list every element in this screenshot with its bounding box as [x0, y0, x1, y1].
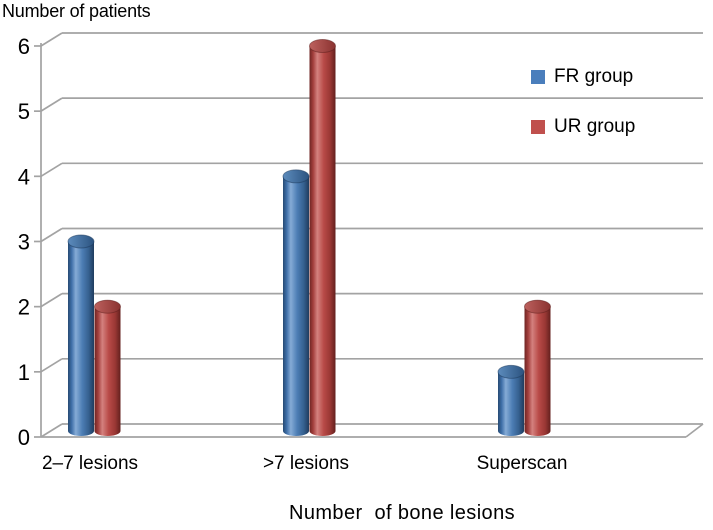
- bar-red: [309, 39, 336, 436]
- gridline: [40, 358, 63, 373]
- legend-item-ur: UR group: [531, 116, 635, 138]
- fr-group-swatch-icon: [531, 70, 545, 84]
- gridline: [40, 292, 63, 308]
- bar-blue: [67, 234, 95, 436]
- bar-blue: [282, 169, 310, 436]
- gridline: [40, 423, 63, 438]
- bar-red: [524, 299, 551, 436]
- x-category-label: Superscan: [476, 453, 568, 474]
- y-tick-label: 2: [18, 295, 30, 320]
- legend-label-ur: UR group: [554, 116, 636, 137]
- y-axis-title: Number of patients: [2, 1, 151, 21]
- ur-group-swatch-icon: [531, 120, 545, 134]
- x-category-label: >7 lesions: [262, 453, 350, 474]
- y-tick-label: 0: [18, 425, 30, 450]
- legend-item-fr: FR group: [531, 66, 633, 88]
- gridline: [40, 32, 63, 47]
- legend-label-fr: FR group: [554, 66, 634, 87]
- gridline: [40, 227, 63, 243]
- bar-red: [94, 299, 121, 436]
- gridline: [40, 97, 63, 112]
- y-tick-label: 5: [18, 99, 30, 124]
- gridline: [40, 162, 63, 178]
- y-tick-label: 4: [18, 164, 30, 189]
- gridline: [685, 423, 704, 438]
- bar-blue: [497, 364, 525, 436]
- x-category-label: 2–7 lesions: [41, 453, 139, 474]
- x-axis-title: Number of bone lesions: [289, 502, 515, 524]
- y-tick-label: 3: [18, 229, 30, 254]
- y-tick-label: 6: [18, 34, 30, 59]
- y-tick-label: 1: [18, 360, 30, 385]
